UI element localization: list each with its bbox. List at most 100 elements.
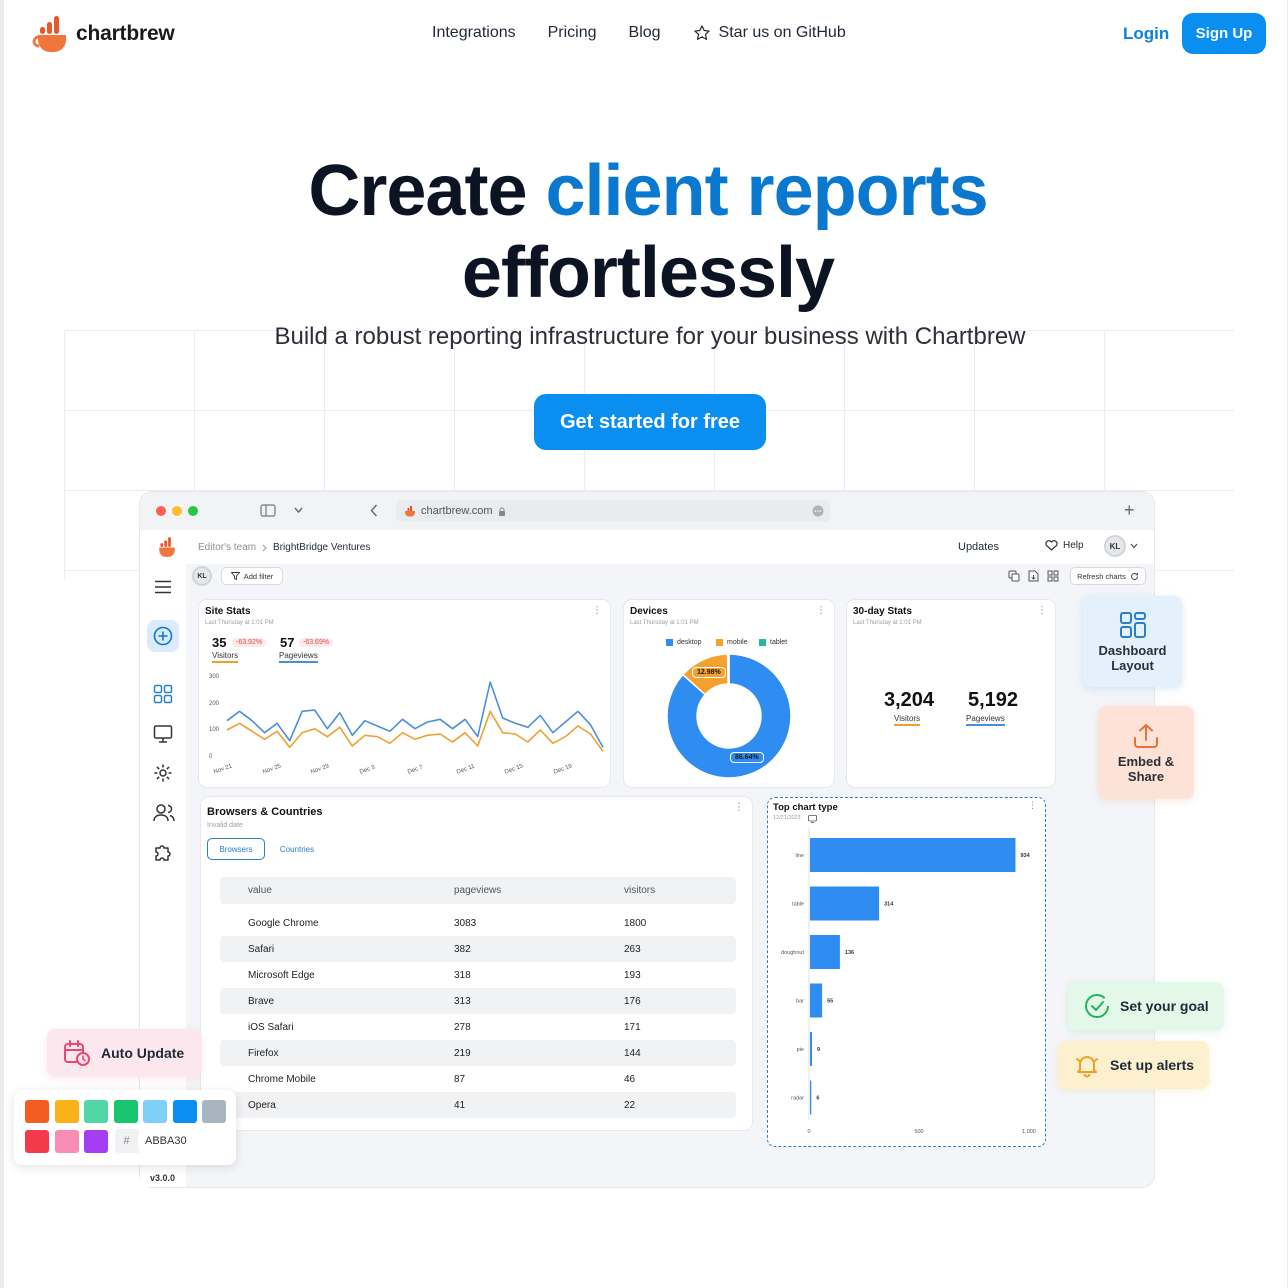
url-bar[interactable]: chartbrew.com — [396, 500, 830, 522]
legend-item-desktop[interactable]: desktop — [666, 639, 702, 646]
table-row[interactable]: Firefox 219 144 — [220, 1040, 736, 1066]
table-row[interactable]: Google Chrome 3083 1800 — [220, 910, 736, 936]
color-swatch[interactable] — [54, 1100, 79, 1123]
donut-slice-label: 86.64% — [730, 752, 764, 763]
bar-pie — [810, 1032, 812, 1066]
login-link[interactable]: Login — [1123, 24, 1170, 43]
column-header-value[interactable]: value — [248, 885, 272, 896]
stats30-subtitle: Last Thursday at 1:01 PM — [853, 620, 922, 626]
bar-category-label: line — [795, 853, 804, 859]
chevron-down-icon[interactable] — [294, 507, 303, 514]
cell-pageviews: 278 — [454, 1021, 471, 1033]
monitor-icon[interactable] — [153, 724, 173, 744]
set-goal-feature[interactable]: Set your goal — [1068, 982, 1224, 1030]
legend-swatch — [716, 639, 723, 646]
duplicate-icon[interactable] — [1008, 570, 1020, 582]
legend-item-mobile[interactable]: mobile — [716, 639, 748, 646]
table-row[interactable]: Chrome Mobile 87 46 — [220, 1066, 736, 1092]
color-swatch[interactable] — [84, 1130, 108, 1153]
bar-bar — [810, 983, 823, 1018]
cell-browser-name: Google Chrome — [248, 917, 319, 929]
add-filter-button[interactable]: Add filter — [221, 567, 283, 585]
bar-category-label: table — [792, 902, 804, 908]
color-swatch[interactable] — [143, 1100, 167, 1123]
color-swatch[interactable] — [202, 1100, 226, 1123]
puzzle-icon[interactable] — [153, 842, 173, 862]
updates-link[interactable]: Updates — [958, 541, 999, 553]
color-swatch[interactable] — [113, 1100, 138, 1123]
signup-button[interactable]: Sign Up — [1182, 13, 1266, 54]
card-menu-icon[interactable]: ⋮ — [734, 802, 744, 813]
tab-browsers[interactable]: Browsers — [207, 838, 265, 860]
auto-update-feature[interactable]: Auto Update — [47, 1029, 202, 1077]
menu-icon[interactable] — [154, 580, 172, 594]
breadcrumb: Editor's team BrightBridge Ventures — [198, 542, 370, 553]
site-stats-subtitle: Last Thursday at 1:01 PM — [205, 620, 274, 626]
card-menu-icon[interactable]: ⋮ — [816, 605, 826, 616]
create-button[interactable] — [147, 620, 179, 652]
close-dot-icon[interactable] — [156, 506, 166, 516]
table-header-row: value pageviews visitors — [220, 877, 736, 904]
table-row[interactable]: Microsoft Edge 318 193 — [220, 962, 736, 988]
legend-item-tablet[interactable]: tablet — [759, 639, 787, 646]
legend-label: desktop — [677, 639, 702, 646]
gear-icon[interactable] — [153, 763, 173, 783]
export-file-icon[interactable] — [1028, 570, 1039, 582]
breadcrumb-project[interactable]: BrightBridge Ventures — [273, 542, 371, 553]
legend-label: tablet — [770, 639, 788, 646]
back-arrow-icon[interactable] — [370, 504, 378, 517]
filter-avatar[interactable]: KL — [192, 566, 212, 586]
column-header-visitors[interactable]: visitors — [624, 885, 656, 896]
table-row[interactable]: Brave 313 176 — [220, 988, 736, 1014]
chartbrew-favicon-icon — [405, 506, 415, 517]
embed-share-feature[interactable]: Embed & Share — [1098, 706, 1194, 799]
table-row[interactable]: iOS Safari 278 171 — [220, 1014, 736, 1040]
users-icon[interactable] — [153, 803, 175, 823]
new-tab-icon[interactable]: + — [1124, 500, 1135, 520]
top-navigation: chartbrew Integrations Pricing Blog Star… — [4, 0, 1287, 68]
maximize-dot-icon[interactable] — [188, 506, 198, 516]
nav-link-pricing[interactable]: Pricing — [547, 24, 597, 41]
color-swatch[interactable] — [25, 1100, 49, 1123]
help-link[interactable]: Help — [1045, 540, 1084, 551]
user-menu[interactable]: KL — [1104, 535, 1138, 557]
app-logo-icon[interactable] — [156, 536, 178, 558]
nav-link-blog[interactable]: Blog — [628, 24, 661, 41]
tab-countries[interactable]: Countries — [279, 844, 315, 854]
sidebar-toggle-icon[interactable] — [260, 504, 276, 517]
cell-browser-name: Chrome Mobile — [248, 1073, 316, 1085]
bar-line — [810, 838, 1016, 872]
nav-link-github[interactable]: Star us on GitHub — [693, 24, 846, 42]
refresh-charts-button[interactable]: Refresh charts — [1070, 567, 1146, 585]
card-menu-icon[interactable]: ⋮ — [1028, 800, 1037, 810]
minimize-dot-icon[interactable] — [172, 506, 182, 516]
x-tick-label: Dec 15 — [504, 763, 524, 776]
color-swatch[interactable] — [25, 1130, 49, 1153]
color-swatch[interactable] — [84, 1100, 108, 1123]
nav-link-integrations[interactable]: Integrations — [432, 24, 516, 41]
bar-value-label: 934 — [1020, 853, 1030, 859]
table-row[interactable]: Opera 41 22 — [220, 1092, 736, 1118]
cell-pageviews: 3083 — [454, 917, 477, 929]
table-row[interactable]: Safari 382 263 — [220, 936, 736, 962]
card-menu-icon[interactable]: ⋮ — [1037, 605, 1047, 616]
heart-icon — [1045, 540, 1058, 551]
brand-logo[interactable]: chartbrew — [32, 14, 175, 54]
card-menu-icon[interactable]: ⋮ — [592, 605, 602, 616]
dashboard-grid-icon[interactable] — [153, 684, 173, 704]
layout-grid-icon[interactable] — [1047, 570, 1059, 582]
more-icon[interactable] — [812, 505, 824, 517]
color-swatch[interactable] — [54, 1130, 79, 1153]
cell-browser-name: Firefox — [248, 1047, 279, 1059]
hero-subtitle: Build a robust reporting infrastructure … — [274, 323, 1026, 350]
app-preview-window: chartbrew.com + Editor's team BrightBrid… — [140, 492, 1154, 1187]
bar-x-tick-label: 1,000 — [1022, 1129, 1036, 1135]
breadcrumb-team[interactable]: Editor's team — [198, 542, 257, 553]
get-started-button[interactable]: Get started for free — [534, 394, 766, 450]
color-swatch[interactable] — [172, 1100, 197, 1123]
set-alerts-feature[interactable]: Set up alerts — [1058, 1041, 1209, 1089]
column-header-pageviews[interactable]: pageviews — [454, 885, 502, 896]
site-pageviews-change-badge: -63.69% — [299, 638, 334, 647]
dashboard-layout-feature[interactable]: Dashboard Layout — [1083, 596, 1182, 687]
hex-color-input[interactable]: # ABBA30 — [115, 1129, 225, 1153]
